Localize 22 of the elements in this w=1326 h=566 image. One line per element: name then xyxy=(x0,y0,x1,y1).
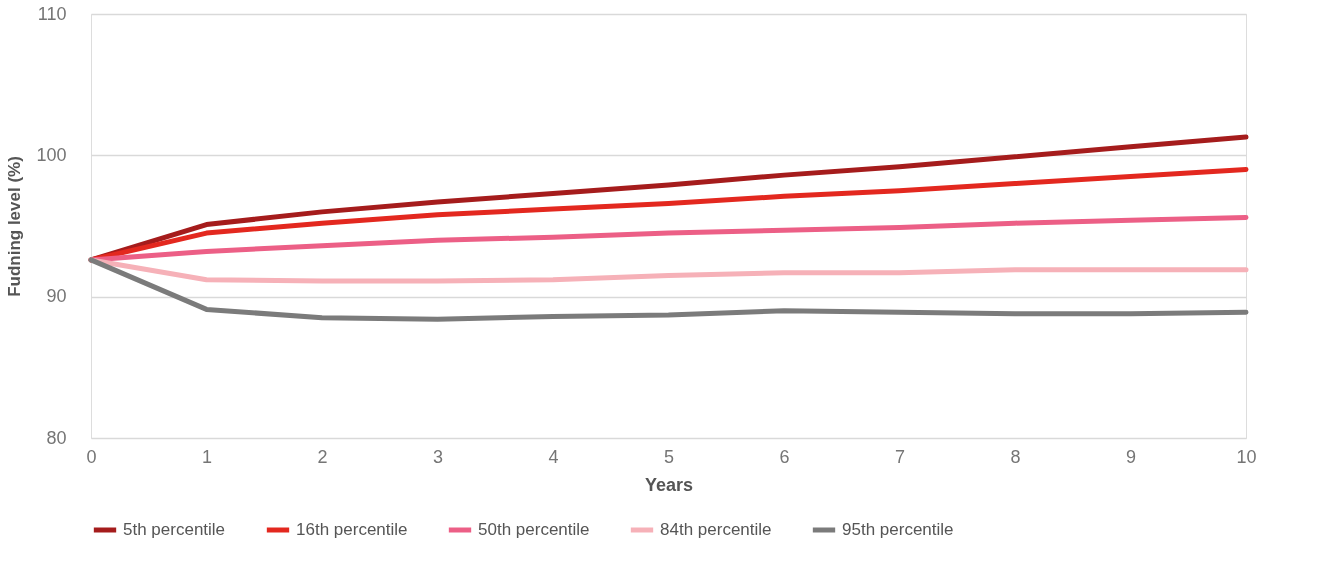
x-tick-label: 6 xyxy=(779,446,790,467)
x-tick-label: 5 xyxy=(663,446,675,467)
legend-label: 84th percentile xyxy=(660,520,772,539)
x-tick-label: 2 xyxy=(317,446,328,467)
legend-label: 50th percentile xyxy=(478,520,590,539)
x-axis-title: Years xyxy=(644,474,694,495)
x-tick-label: 10 xyxy=(1236,446,1257,467)
x-tick-label: 7 xyxy=(894,446,906,467)
y-tick-label: 90 xyxy=(46,286,67,307)
legend-label: 5th percentile xyxy=(123,520,226,539)
x-tick-label: 3 xyxy=(432,446,444,467)
y-tick-label: 110 xyxy=(37,3,67,24)
y-tick-label: 100 xyxy=(36,144,67,165)
x-tick-label: 1 xyxy=(201,446,213,467)
y-tick-label: 80 xyxy=(46,427,67,448)
y-axis-title: Fudning level (%) xyxy=(5,156,25,297)
legend-label: 16th percentile xyxy=(296,520,408,539)
x-tick-label: 8 xyxy=(1010,446,1021,467)
legend-label: 95th percentile xyxy=(842,520,954,539)
x-tick-label: 0 xyxy=(86,446,97,467)
x-tick-label: 9 xyxy=(1125,446,1137,467)
x-tick-label: 4 xyxy=(548,446,559,467)
